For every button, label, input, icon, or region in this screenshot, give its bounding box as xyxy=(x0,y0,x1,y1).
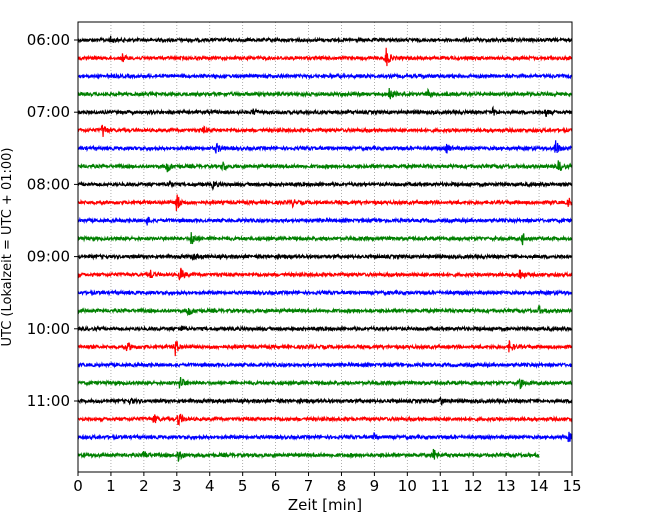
trace-08:00 xyxy=(77,180,573,192)
x-tick-label: 1 xyxy=(106,477,116,495)
trace-07:15 xyxy=(77,124,573,137)
trace-08:30 xyxy=(77,216,573,226)
y-tick-label: 09:00 xyxy=(27,248,70,266)
x-tick-label: 2 xyxy=(139,477,149,495)
seismic-traces xyxy=(77,35,573,462)
trace-07:45 xyxy=(77,160,573,173)
y-tick-label: 10:00 xyxy=(27,320,70,338)
trace-06:15 xyxy=(77,47,573,67)
x-tick-label: 11 xyxy=(431,477,450,495)
y-tick-label: 07:00 xyxy=(27,103,70,121)
y-tick-label: 11:00 xyxy=(27,392,70,410)
x-tick-label: 5 xyxy=(238,477,248,495)
x-tick-label: 13 xyxy=(497,477,516,495)
trace-09:30 xyxy=(77,288,573,297)
x-tick-label: 4 xyxy=(205,477,215,495)
trace-09:00 xyxy=(77,252,573,262)
trace-10:30 xyxy=(77,361,573,369)
y-axis-label: UTC (Lokalzeit = UTC + 01:00) xyxy=(0,148,15,347)
trace-06:00 xyxy=(77,35,573,44)
plot-frame xyxy=(77,21,573,473)
x-tick-label: 7 xyxy=(304,477,314,495)
x-tick-label: 9 xyxy=(370,477,380,495)
trace-09:15 xyxy=(77,267,573,281)
x-tick-label: 15 xyxy=(562,477,581,495)
trace-10:45 xyxy=(77,376,573,390)
trace-10:00 xyxy=(77,324,573,333)
x-tick-label: 0 xyxy=(73,477,83,495)
x-axis-label: Zeit [min] xyxy=(288,496,362,514)
x-tick-label: 14 xyxy=(530,477,549,495)
x-tick-label: 10 xyxy=(398,477,417,495)
trace-06:45 xyxy=(77,87,573,100)
y-tick-label: 06:00 xyxy=(27,31,70,49)
trace-11:00 xyxy=(77,395,573,407)
trace-07:00 xyxy=(77,105,573,118)
y-tick-label: 08:00 xyxy=(27,175,70,193)
trace-08:15 xyxy=(77,194,573,212)
x-tick-label: 8 xyxy=(337,477,347,495)
trace-11:30 xyxy=(77,431,573,443)
trace-08:45 xyxy=(77,232,573,246)
trace-07:30 xyxy=(77,140,573,154)
x-axis-ticks: 0 1 2 3 4 5 6 7 8 9 10 11 12 13 14 15 xyxy=(73,472,582,495)
trace-11:15 xyxy=(77,413,573,427)
trace-06:30 xyxy=(77,72,573,80)
x-tick-label: 3 xyxy=(172,477,182,495)
trace-10:15 xyxy=(77,340,573,357)
trace-09:45 xyxy=(77,305,573,317)
x-tick-label: 6 xyxy=(271,477,281,495)
x-tick-label: 12 xyxy=(464,477,483,495)
y-axis-ticks: 06:00 07:00 08:00 09:00 10:00 11:00 xyxy=(27,31,78,410)
trace-11:45 xyxy=(77,448,540,462)
